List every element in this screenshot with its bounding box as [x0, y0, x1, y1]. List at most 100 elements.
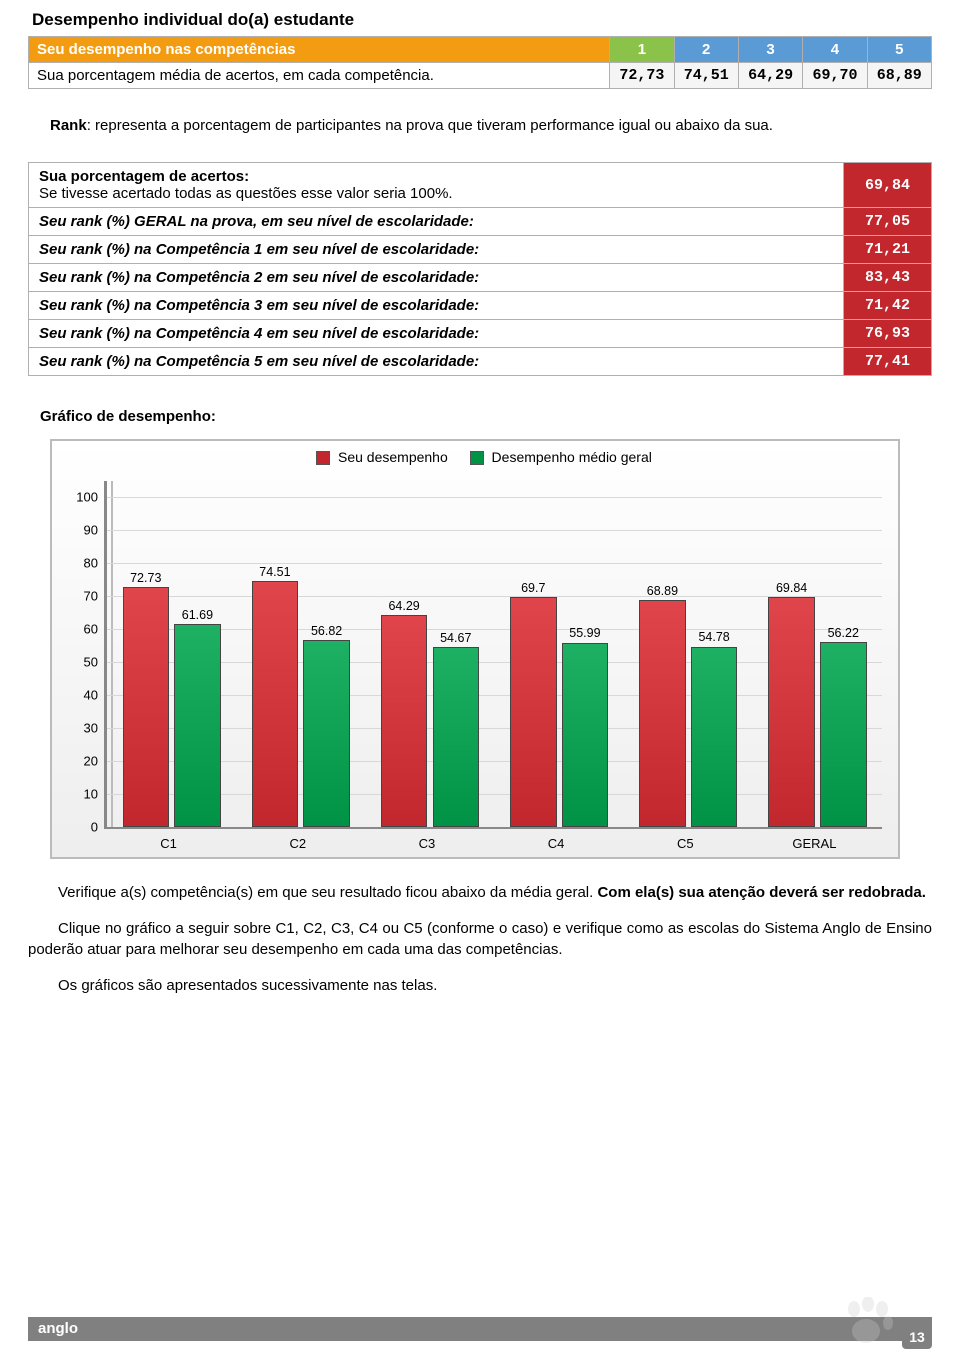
bar-value-label: 69.84	[776, 581, 807, 595]
rank-label-3-t: Seu rank (%) na Competência 2 em seu nív…	[39, 269, 479, 286]
rank-label-6: Seu rank (%) na Competência 5 em seu nív…	[29, 348, 844, 376]
ytick-label: 10	[64, 787, 98, 802]
legend-label-1: Desempenho médio geral	[492, 449, 652, 465]
rank-row-6: Seu rank (%) na Competência 5 em seu nív…	[29, 348, 932, 376]
bar	[820, 642, 867, 827]
legend-swatch-0	[316, 451, 330, 465]
bar	[562, 643, 609, 828]
rank-row-4: Seu rank (%) na Competência 3 em seu nív…	[29, 292, 932, 320]
grid-line	[107, 728, 882, 729]
bar-value-label: 56.82	[311, 624, 342, 638]
rank-label-3: Seu rank (%) na Competência 2 em seu nív…	[29, 264, 844, 292]
rank-table: Sua porcentagem de acertos: Se tivesse a…	[28, 162, 932, 376]
rank-label-0: Sua porcentagem de acertos: Se tivesse a…	[29, 163, 844, 208]
ytick-label: 40	[64, 688, 98, 703]
footer-bar: anglo	[28, 1317, 932, 1341]
grid-line	[107, 596, 882, 597]
grid-line	[107, 761, 882, 762]
comp-head-3: 3	[738, 37, 802, 63]
comp-head-5: 5	[867, 37, 931, 63]
bar-value-label: 72.73	[130, 571, 161, 585]
ytick-label: 70	[64, 589, 98, 604]
bar	[768, 597, 815, 827]
rank-label-6-t: Seu rank (%) na Competência 5 em seu nív…	[39, 353, 479, 370]
rank-label-1: Seu rank (%) GERAL na prova, em seu níve…	[29, 208, 844, 236]
grid-line	[107, 695, 882, 696]
rank-desc-rest: : representa a porcentagem de participan…	[87, 117, 773, 134]
page-title: Desempenho individual do(a) estudante	[28, 10, 932, 30]
rank-val-6: 77,41	[844, 348, 932, 376]
grid-line	[107, 530, 882, 531]
rank-val-3: 83,43	[844, 264, 932, 292]
bar-value-label: 55.99	[569, 626, 600, 640]
bar	[123, 587, 170, 827]
bar-value-label: 54.78	[698, 630, 729, 644]
bar-value-label: 61.69	[182, 608, 213, 622]
rank-description: Rank: representa a porcentagem de partic…	[50, 117, 932, 134]
rank-label-1-t: Seu rank (%) GERAL na prova, em seu níve…	[39, 213, 474, 230]
bar-value-label: 69.7	[521, 581, 545, 595]
legend-label-0: Seu desempenho	[338, 449, 448, 465]
rank-row-2: Seu rank (%) na Competência 1 em seu nív…	[29, 236, 932, 264]
rank-row-0: Sua porcentagem de acertos: Se tivesse a…	[29, 163, 932, 208]
comp-val-2: 74,51	[674, 63, 738, 89]
comp-val-5: 68,89	[867, 63, 931, 89]
bar-value-label: 54.67	[440, 631, 471, 645]
rank-val-1: 77,05	[844, 208, 932, 236]
plot-inner-border	[111, 481, 882, 827]
bar	[174, 624, 221, 827]
comp-val-1: 72,73	[610, 63, 674, 89]
ytick-label: 90	[64, 523, 98, 538]
rank-label-5-t: Seu rank (%) na Competência 4 em seu nív…	[39, 325, 479, 342]
ytick-label: 80	[64, 556, 98, 571]
paragraph-1: Verifique a(s) competência(s) em que seu…	[28, 883, 932, 903]
chart-title: Gráfico de desempenho:	[40, 408, 932, 425]
comp-val-3: 64,29	[738, 63, 802, 89]
legend-swatch-1	[470, 451, 484, 465]
bar	[381, 615, 428, 827]
comp-val-4: 69,70	[803, 63, 867, 89]
xtick-label: C3	[419, 836, 436, 851]
page-footer: anglo 13	[28, 1317, 932, 1349]
comp-row-label: Sua porcentagem média de acertos, em cad…	[29, 63, 610, 89]
bar	[303, 640, 350, 827]
rank-label-5: Seu rank (%) na Competência 4 em seu nív…	[29, 320, 844, 348]
bar-value-label: 56.22	[828, 626, 859, 640]
bar	[510, 597, 557, 827]
comp-head-4: 4	[803, 37, 867, 63]
bar-value-label: 68.89	[647, 584, 678, 598]
xtick-label: C4	[548, 836, 565, 851]
rank-word: Rank	[50, 117, 87, 134]
comp-header-label: Seu desempenho nas competências	[29, 37, 610, 63]
grid-line	[107, 629, 882, 630]
comp-head-2: 2	[674, 37, 738, 63]
rank-label-4-t: Seu rank (%) na Competência 3 em seu nív…	[39, 297, 479, 314]
paragraph-3: Os gráficos são apresentados sucessivame…	[28, 976, 932, 996]
rank-val-0: 69,84	[844, 163, 932, 208]
chart-legend: Seu desempenho Desempenho médio geral	[62, 449, 888, 465]
para1-b: Com ela(s) sua atenção deverá ser redobr…	[597, 884, 925, 901]
bar-value-label: 64.29	[388, 599, 419, 613]
grid-line	[107, 794, 882, 795]
grid-line	[107, 662, 882, 663]
competencies-table: Seu desempenho nas competências 1 2 3 4 …	[28, 36, 932, 89]
bar	[252, 581, 299, 827]
ytick-label: 30	[64, 721, 98, 736]
paw-icon	[840, 1297, 896, 1347]
rank-val-4: 71,42	[844, 292, 932, 320]
chart-plot-area: 72.73 61.69 74.51 56.82 64.29 54.67 69.7 55.99 6…	[104, 481, 882, 829]
para1-a: Verifique a(s) competência(s) em que seu…	[58, 884, 597, 901]
comp-header-row: Seu desempenho nas competências 1 2 3 4 …	[29, 37, 932, 63]
ytick-label: 50	[64, 655, 98, 670]
rank-val-2: 71,21	[844, 236, 932, 264]
xtick-label: GERAL	[792, 836, 836, 851]
rank-val-5: 76,93	[844, 320, 932, 348]
comp-head-1: 1	[610, 37, 674, 63]
ytick-label: 20	[64, 754, 98, 769]
bar-value-label: 74.51	[259, 565, 290, 579]
bar	[691, 647, 738, 828]
footer-page-number: 13	[902, 1325, 932, 1349]
rank-row-1: Seu rank (%) GERAL na prova, em seu níve…	[29, 208, 932, 236]
performance-chart: Seu desempenho Desempenho médio geral 72…	[50, 439, 900, 859]
ytick-label: 60	[64, 622, 98, 637]
